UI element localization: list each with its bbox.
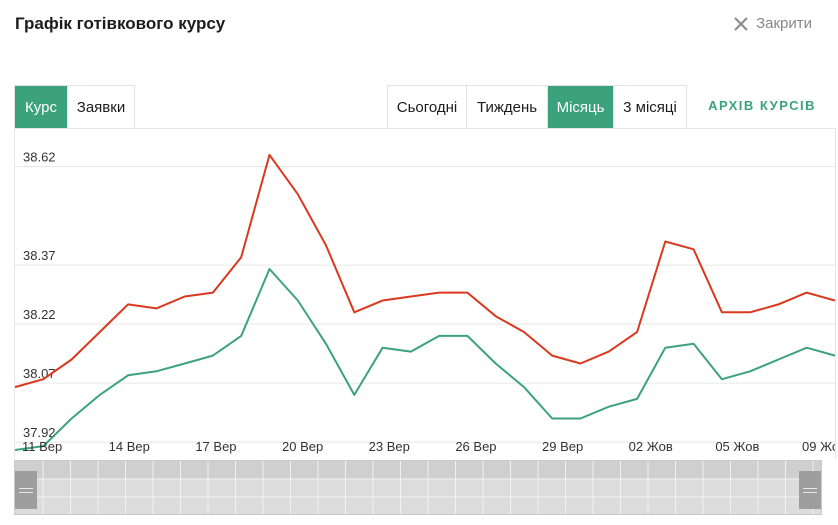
navigator-grid [15, 461, 821, 514]
period-tabs: Сьогодні Тиждень Місяць 3 місяці [387, 85, 687, 129]
archive-link[interactable]: АРХІВ КУРСІВ [708, 98, 816, 113]
range-navigator[interactable] [14, 460, 822, 515]
x-tick-label: 05 Жов [715, 439, 759, 454]
navigator-grid-line [15, 461, 821, 479]
rate-chart: 38.62 38.37 38.22 38.07 37.92 11 Вер 14 Вер 17 … [14, 128, 836, 459]
tab-month[interactable]: Місяць [548, 86, 614, 128]
x-tick-label: 09 Жов [802, 439, 835, 454]
x-tick-label: 14 Вер [109, 439, 150, 454]
navigator-left-handle[interactable] [15, 471, 37, 509]
x-tick-label: 17 Вер [195, 439, 236, 454]
close-label: Закрити [756, 15, 812, 32]
mode-tabs: Курс Заявки [14, 85, 135, 129]
x-tick-label: 29 Вер [542, 439, 583, 454]
x-tick-label: 26 Вер [455, 439, 496, 454]
close-icon [734, 16, 748, 31]
x-tick-label: 02 Жов [629, 439, 673, 454]
y-tick-label: 38.22 [23, 307, 56, 322]
x-tick-label: 23 Вер [369, 439, 410, 454]
y-tick-label: 38.62 [23, 150, 56, 165]
tab-today[interactable]: Сьогодні [388, 86, 467, 128]
page-title: Графік готівкового курсу [15, 14, 226, 33]
tab-rate[interactable]: Курс [15, 86, 68, 128]
tab-requests[interactable]: Заявки [68, 86, 134, 128]
series-line-1 [15, 268, 835, 451]
close-button[interactable]: Закрити [734, 15, 812, 32]
x-tick-label: 20 Вер [282, 439, 323, 454]
y-tick-label: 37.92 [23, 425, 56, 440]
series-line-0 [15, 153, 835, 389]
tab-week[interactable]: Тиждень [467, 86, 548, 128]
y-tick-label: 38.37 [23, 248, 56, 263]
x-tick-label: 11 Вер [22, 439, 62, 454]
tab-3-months[interactable]: 3 місяці [614, 86, 686, 128]
navigator-right-handle[interactable] [799, 471, 821, 509]
